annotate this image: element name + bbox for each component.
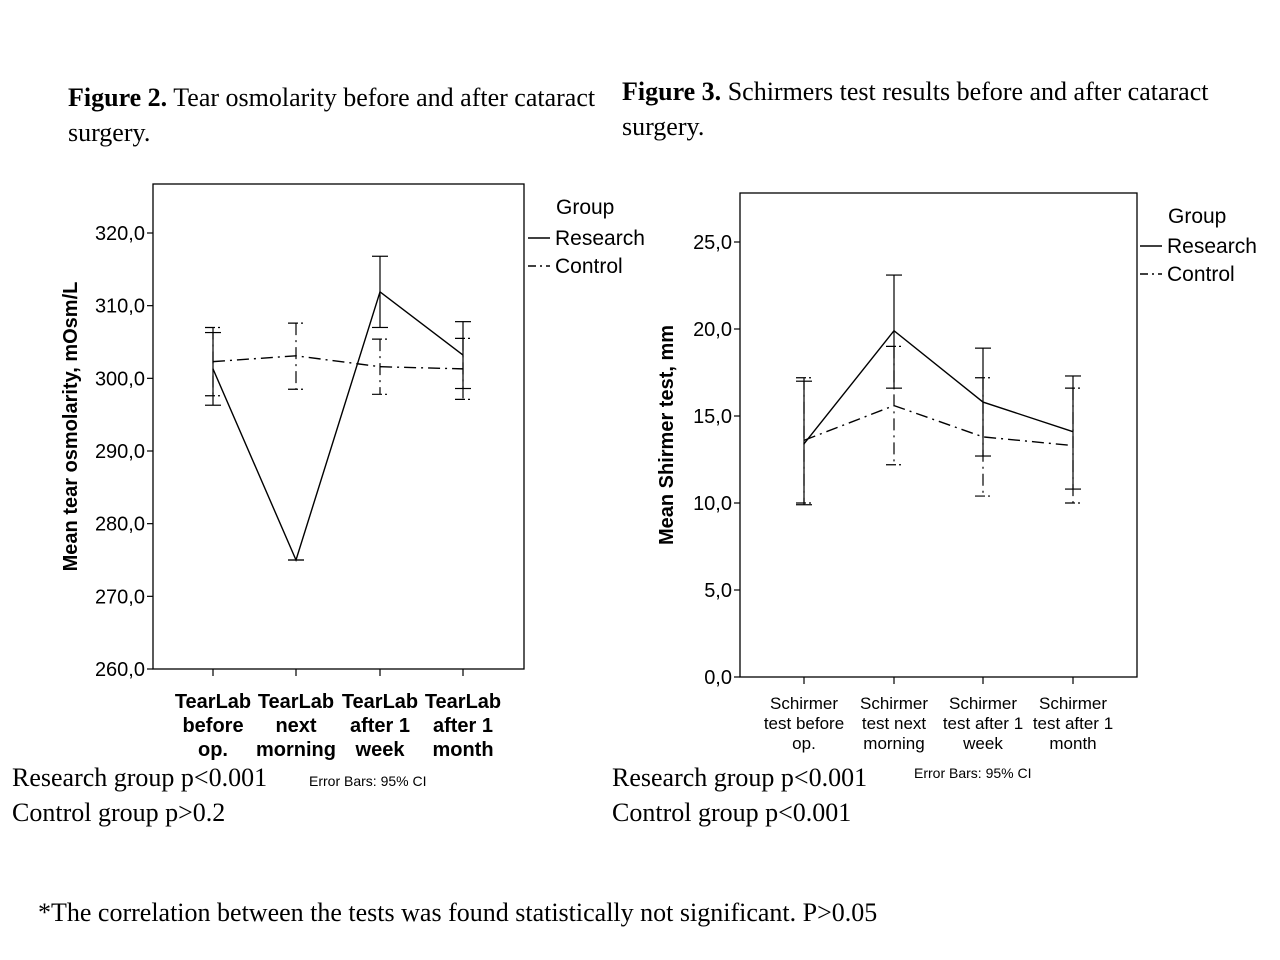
- figure3-caption: Figure 3. Schirmers test results before …: [622, 74, 1212, 144]
- figure3-caption-label: Figure 3.: [622, 77, 722, 106]
- x-tick-label: test after 1: [1033, 714, 1113, 733]
- y-tick-label: 290,0: [95, 441, 145, 463]
- figure2-stat-control: Control group p>0.2: [12, 798, 226, 827]
- y-tick-label: 25,0: [693, 232, 732, 254]
- x-tick-label: morning: [863, 734, 924, 753]
- x-tick-label: Schirmer: [1039, 694, 1107, 713]
- x-tick-label: test after 1: [943, 714, 1023, 733]
- plot-frame: [739, 192, 1138, 678]
- figure3-stat-research: Research group p<0.001: [612, 763, 868, 792]
- legend-title: Group: [556, 196, 614, 219]
- x-tick-label: TearLab: [175, 691, 251, 713]
- control-legend-label: Control: [555, 255, 623, 278]
- legend-title: Group: [1168, 205, 1226, 228]
- x-tick-label: Schirmer: [860, 694, 928, 713]
- y-tick-label: 320,0: [95, 223, 145, 245]
- x-tick-label: after 1: [433, 715, 493, 737]
- schirmer-chart: 0,0 5,0 10,0 15,0 20,0 25,0 Mean Shirmer test,…: [656, 192, 1257, 781]
- x-tick-label: Schirmer: [770, 694, 838, 713]
- figure3-caption-text: Schirmers test results before and after …: [622, 77, 1209, 141]
- osmolarity-chart: 260,0 270,0 280,0 290,0 300,0 310,0 320,0 Mean …: [60, 183, 645, 789]
- control-series-line: [803, 404, 1074, 447]
- y-tick-label: 5,0: [704, 580, 732, 602]
- y-tick-label: 10,0: [693, 493, 732, 515]
- figure2-caption: Figure 2. Tear osmolarity before and aft…: [68, 80, 668, 150]
- x-tick-label: Schirmer: [949, 694, 1017, 713]
- x-tick-label: week: [962, 734, 1003, 753]
- figure3-stat-control: Control group p<0.001: [612, 798, 852, 827]
- x-tick-label: month: [1049, 734, 1096, 753]
- control-series-line: [212, 355, 464, 370]
- x-tick-label: TearLab: [425, 691, 501, 713]
- y-axis-label: Mean tear osmolarity, mOsm/L: [60, 282, 82, 572]
- plot-frame: [152, 183, 525, 670]
- y-tick-label: 280,0: [95, 514, 145, 536]
- x-tick-label: test next: [862, 714, 927, 733]
- research-series-line: [803, 329, 1074, 445]
- y-tick-label: 310,0: [95, 296, 145, 318]
- y-tick-label: 300,0: [95, 368, 145, 390]
- x-tick-label: test before: [764, 714, 844, 733]
- x-tick-label: TearLab: [258, 691, 334, 713]
- y-tick-label: 15,0: [693, 406, 732, 428]
- error-bar-note: Error Bars: 95% CI: [914, 765, 1031, 781]
- figure2-caption-label: Figure 2.: [68, 83, 168, 112]
- x-tick-label: week: [355, 739, 406, 761]
- x-tick-label: month: [432, 739, 493, 761]
- y-tick-label: 0,0: [704, 667, 732, 689]
- y-tick-label: 20,0: [693, 319, 732, 341]
- figure2-stat-research: Research group p<0.001: [12, 763, 268, 792]
- x-tick-label: after 1: [350, 715, 410, 737]
- y-tick-label: 270,0: [95, 586, 145, 608]
- x-tick-label: op.: [198, 739, 228, 761]
- x-tick-label: next: [275, 715, 316, 737]
- y-tick-label: 260,0: [95, 659, 145, 681]
- control-legend-label: Control: [1167, 263, 1235, 286]
- research-legend-label: Research: [1167, 235, 1257, 258]
- footnote: *The correlation between the tests was f…: [38, 898, 878, 927]
- figure2-caption-text: Tear osmolarity before and after catarac…: [68, 83, 596, 147]
- error-bar-note: Error Bars: 95% CI: [309, 773, 426, 789]
- research-legend-label: Research: [555, 227, 645, 250]
- research-series-line: [212, 290, 464, 563]
- x-tick-label: morning: [256, 739, 336, 761]
- x-tick-label: TearLab: [342, 691, 418, 713]
- x-tick-label: before: [182, 715, 243, 737]
- x-tick-label: op.: [792, 734, 816, 753]
- y-axis-label: Mean Shirmer test, mm: [656, 325, 678, 545]
